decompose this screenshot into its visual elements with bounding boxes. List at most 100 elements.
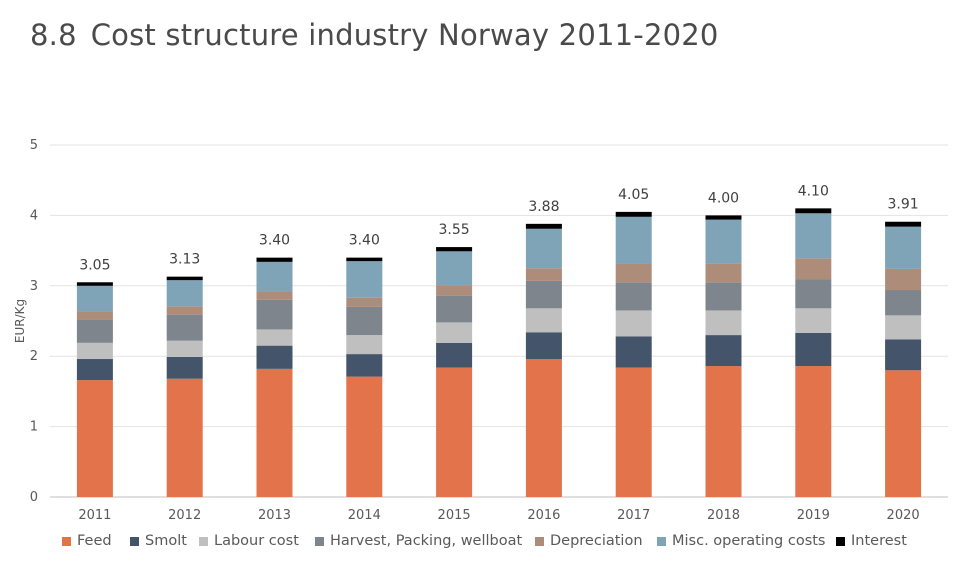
legend-swatch — [657, 536, 666, 546]
bar-segment-labour-cost — [346, 335, 383, 355]
x-tick-label: 2013 — [258, 508, 291, 523]
bar-segment-feed — [885, 370, 922, 497]
bar-segment-interest — [885, 221, 922, 227]
bar-segment-depreciation — [256, 291, 293, 300]
legend-item: Interest — [836, 533, 907, 549]
legend-label: Misc. operating costs — [672, 533, 826, 549]
x-tick-label: 2017 — [617, 508, 650, 523]
legend-swatch — [836, 536, 845, 546]
bar-segment-interest — [525, 223, 562, 229]
bar-segment-labour-cost — [256, 329, 293, 346]
bar-segment-feed — [76, 380, 113, 497]
title-text: Cost structure industry Norway 2011-2020 — [90, 18, 719, 52]
bar-segment-misc-operating-costs — [525, 228, 562, 269]
y-tick-label: 0 — [30, 490, 38, 505]
legend-item: Harvest, Packing, wellboat — [315, 533, 522, 549]
bar-segment-harvest-packing-wellboat — [615, 282, 652, 311]
bar-segment-smolt — [885, 339, 922, 371]
legend-swatch — [62, 536, 71, 546]
x-tick-label: 2011 — [78, 508, 111, 523]
bar-segment-interest — [76, 282, 113, 286]
bar-segment-smolt — [436, 342, 473, 368]
bar-segment-interest — [705, 215, 742, 220]
bar-segment-feed — [436, 367, 473, 497]
legend-label: Interest — [851, 533, 907, 549]
legend-item: Labour cost — [199, 533, 299, 549]
bar-segment-misc-operating-costs — [436, 251, 473, 286]
x-tick-label: 2012 — [168, 508, 201, 523]
bar-segment-misc-operating-costs — [615, 216, 652, 264]
x-tick-label: 2018 — [707, 508, 740, 523]
bar-segment-smolt — [256, 345, 293, 369]
x-tick-label: 2014 — [348, 508, 381, 523]
x-tick-label: 2016 — [527, 508, 560, 523]
legend-label: Feed — [77, 533, 112, 549]
page-title: 8.8 Cost structure industry Norway 2011-2… — [30, 18, 719, 52]
bar-segment-interest — [256, 257, 293, 262]
bar-segment-harvest-packing-wellboat — [795, 279, 832, 309]
y-tick-label: 4 — [30, 208, 38, 223]
bar-segment-interest — [346, 257, 383, 262]
bar-segment-labour-cost — [525, 308, 562, 333]
legend-swatch — [199, 536, 208, 546]
legend-swatch — [535, 536, 544, 546]
total-data-label: 4.10 — [798, 183, 829, 199]
section-number: 8.8 — [30, 18, 77, 52]
bar-segment-smolt — [166, 356, 203, 379]
total-data-label: 4.00 — [708, 190, 739, 206]
bar-segment-harvest-packing-wellboat — [346, 306, 383, 336]
x-tick-label: 2015 — [438, 508, 471, 523]
bar-segment-labour-cost — [705, 310, 742, 336]
bar-segment-harvest-packing-wellboat — [525, 280, 562, 309]
bar-segment-labour-cost — [436, 322, 473, 343]
bar-segment-depreciation — [525, 268, 562, 281]
y-tick-label: 3 — [30, 279, 38, 294]
total-data-label: 3.40 — [349, 233, 380, 249]
bar-segment-labour-cost — [615, 310, 652, 337]
legend-label: Harvest, Packing, wellboat — [330, 533, 523, 549]
bar-segment-harvest-packing-wellboat — [256, 299, 293, 330]
bar-segment-labour-cost — [795, 308, 832, 333]
legend-swatch — [315, 536, 324, 546]
bar-segment-feed — [256, 368, 293, 497]
bar-segment-depreciation — [436, 285, 473, 296]
legend-item: Feed — [62, 533, 112, 549]
bar-segment-depreciation — [76, 311, 113, 320]
bar-segment-depreciation — [615, 263, 652, 283]
bar-segment-feed — [525, 359, 562, 497]
bar-segment-interest — [166, 276, 203, 281]
total-data-label: 3.55 — [439, 222, 470, 238]
chart-legend: Feed Smolt Labour cost Harvest, Packing, we… — [0, 533, 959, 557]
bar-segment-misc-operating-costs — [795, 213, 832, 259]
bar-segment-misc-operating-costs — [256, 261, 293, 292]
bar-segment-harvest-packing-wellboat — [705, 282, 742, 311]
bar-segment-smolt — [76, 359, 113, 381]
bar-segment-harvest-packing-wellboat — [436, 295, 473, 323]
total-data-label: 4.05 — [618, 187, 649, 203]
bar-segment-labour-cost — [76, 342, 113, 360]
legend-label: Labour cost — [214, 533, 299, 549]
bar-segment-depreciation — [705, 263, 742, 283]
bar-segment-feed — [166, 378, 203, 497]
total-data-label: 3.91 — [888, 197, 919, 213]
legend-label: Depreciation — [550, 533, 643, 549]
y-tick-label: 1 — [30, 420, 38, 435]
bar-segment-smolt — [525, 332, 562, 360]
bar-segment-feed — [705, 366, 742, 497]
bar-segment-harvest-packing-wellboat — [76, 319, 113, 343]
bar-segment-smolt — [346, 354, 383, 377]
bar-segment-smolt — [795, 332, 832, 367]
bar-segment-misc-operating-costs — [166, 280, 203, 307]
bar-segment-depreciation — [885, 268, 922, 291]
bar-segment-feed — [615, 367, 652, 497]
bar-segment-harvest-packing-wellboat — [166, 314, 203, 341]
bar-segment-smolt — [615, 336, 652, 368]
total-data-label: 3.40 — [259, 233, 290, 249]
bar-segment-interest — [615, 211, 652, 217]
legend-swatch — [130, 536, 139, 546]
y-tick-label: 2 — [30, 349, 38, 364]
bar-segment-misc-operating-costs — [705, 219, 742, 264]
bar-segment-interest — [795, 208, 832, 214]
bar-segment-harvest-packing-wellboat — [885, 290, 922, 316]
